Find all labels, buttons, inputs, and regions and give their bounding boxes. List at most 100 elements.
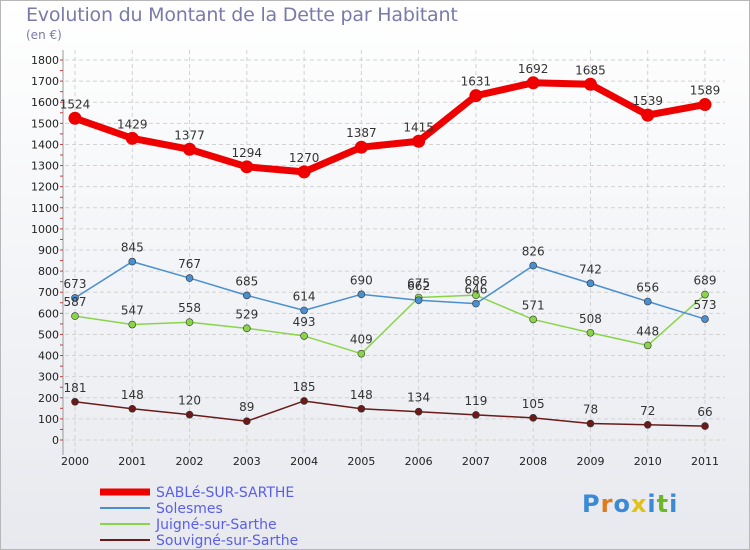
data-point	[472, 299, 480, 308]
data-point	[243, 417, 251, 426]
data-label: 767	[178, 257, 201, 271]
data-point	[185, 410, 194, 419]
data-label: 558	[178, 301, 201, 315]
data-label: 148	[350, 388, 373, 402]
data-label: 148	[121, 388, 144, 402]
data-label: 185	[293, 380, 316, 394]
x-tick-label: 2001	[118, 455, 146, 468]
logo-letter: i	[647, 490, 657, 518]
data-point	[354, 140, 368, 154]
y-tick-label: 100	[38, 413, 59, 426]
data-point	[185, 318, 194, 327]
data-point	[526, 76, 540, 90]
logo-letter: P	[582, 490, 601, 518]
data-label: 448	[636, 324, 659, 338]
data-point	[701, 290, 709, 299]
data-point	[297, 165, 311, 179]
series-line-1	[74, 260, 706, 320]
x-tick-label: 2002	[176, 455, 204, 468]
data-point	[469, 89, 483, 103]
series-line-2	[74, 293, 706, 355]
x-tick-label: 2000	[61, 455, 89, 468]
grid-lines	[65, 50, 725, 455]
data-point	[643, 420, 652, 429]
data-label: 1589	[690, 84, 721, 98]
y-tick-label: 1500	[31, 117, 59, 130]
data-point	[583, 77, 597, 91]
data-point	[240, 160, 254, 174]
data-point	[357, 349, 366, 358]
series-line-3	[74, 400, 706, 427]
data-point	[243, 324, 251, 333]
data-label: 134	[407, 391, 430, 405]
data-label: 105	[522, 397, 545, 411]
y-tick-label: 1600	[31, 96, 59, 109]
data-label: 1685	[575, 63, 606, 77]
axes: 0 100 200 300 400 500 600 700 800 900 1000 1100 1200…	[31, 50, 719, 468]
data-point	[586, 328, 595, 337]
x-tick-label: 2006	[405, 455, 433, 468]
data-label: 508	[579, 312, 602, 326]
x-tick-label: 2004	[290, 455, 318, 468]
series-line-0	[71, 79, 709, 176]
y-tick-label: 900	[38, 244, 59, 257]
legend-label: Juigné-sur-Sarthe	[155, 517, 277, 533]
data-point	[243, 291, 251, 300]
proxiti-logo: Proxiti	[582, 490, 678, 518]
data-label: 78	[583, 403, 598, 417]
data-point	[701, 422, 709, 430]
legend-label: Solesmes	[156, 501, 223, 517]
data-label: 1429	[117, 117, 148, 131]
y-tick-label: 500	[38, 328, 59, 341]
data-label: 614	[293, 289, 316, 303]
legend: SABLé-SUR-SARTHESolesmesJuigné-sur-Sarth…	[100, 485, 298, 549]
data-label: 1387	[346, 126, 377, 140]
x-tick-label: 2008	[519, 455, 547, 468]
data-point	[125, 131, 139, 145]
data-label: 89	[239, 400, 254, 414]
x-tick-label: 2007	[462, 455, 490, 468]
data-label: 689	[694, 274, 717, 288]
data-point	[472, 411, 480, 419]
data-point	[414, 407, 423, 416]
y-tick-label: 800	[38, 265, 59, 278]
data-label: 1270	[289, 151, 320, 165]
data-label: 662	[407, 279, 430, 293]
data-label: 1415	[403, 120, 434, 134]
y-tick-label: 1800	[31, 54, 59, 67]
data-point	[357, 404, 366, 413]
x-tick-label: 2010	[634, 455, 662, 468]
data-label: 1524	[60, 97, 91, 111]
data-point	[586, 419, 595, 428]
data-point	[472, 291, 480, 299]
data-point	[643, 341, 652, 350]
logo-letter: t	[656, 490, 670, 518]
data-label: 656	[636, 281, 659, 295]
data-point	[128, 257, 137, 266]
y-tick-label: 1700	[31, 75, 59, 88]
x-tick-label: 2009	[576, 455, 604, 468]
data-point	[414, 296, 423, 305]
data-point	[183, 142, 197, 156]
data-point	[641, 108, 655, 122]
logo-letter: r	[600, 490, 614, 518]
data-label: 181	[64, 381, 87, 395]
data-point	[300, 397, 308, 405]
x-tick-label: 2005	[347, 455, 375, 468]
data-label: 686	[464, 274, 487, 288]
data-point	[71, 312, 79, 320]
data-label: 673	[64, 277, 87, 291]
data-labels: 181 148 120 89 185 148 134 119 105 78 72 66 587 547 55…	[60, 62, 721, 419]
data-point	[529, 315, 537, 324]
data-label: 690	[350, 273, 373, 287]
y-tick-label: 600	[38, 307, 59, 320]
data-label: 493	[293, 315, 316, 329]
y-tick-label: 1300	[31, 160, 59, 173]
logo-letter: o	[613, 490, 631, 518]
data-label: 529	[235, 307, 258, 321]
y-tick-label: 0	[52, 434, 59, 447]
data-point	[698, 98, 712, 112]
data-label: 1631	[461, 75, 492, 89]
logo-letter: x	[630, 490, 648, 518]
